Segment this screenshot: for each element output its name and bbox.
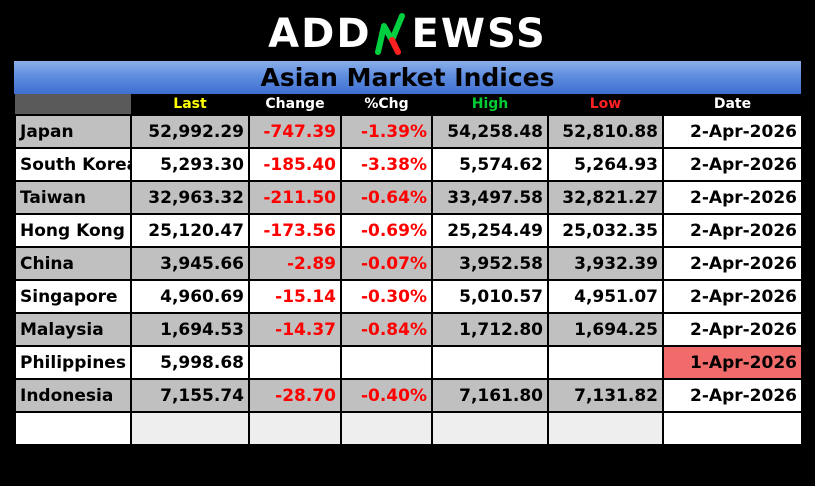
table-row: Singapore 4,960.69 -15.14 -0.30% 5,010.57 4,9… xyxy=(14,279,803,314)
high-value: 3,952.58 xyxy=(431,246,549,281)
logo-part-add: ADD xyxy=(268,11,372,57)
change-value xyxy=(248,411,342,446)
change-value: -15.14 xyxy=(248,279,342,314)
change-value: -28.70 xyxy=(248,378,342,413)
pct-change-value xyxy=(340,411,433,446)
table-row: Hong Kong 25,120.47 -173.56 -0.69% 25,254.49… xyxy=(14,213,803,248)
table-row: Taiwan 32,963.32 -211.50 -0.64% 33,497.58 32,… xyxy=(14,180,803,215)
low-value: 7,131.82 xyxy=(547,378,664,413)
table-row: Philippines 5,998.68 1-Apr-2026 xyxy=(14,345,803,380)
last-value: 52,992.29 xyxy=(130,114,250,149)
market-name: Malaysia xyxy=(14,312,132,347)
table-row: Indonesia 7,155.74 -28.70 -0.40% 7,161.80 7,1… xyxy=(14,378,803,413)
low-value: 3,932.39 xyxy=(547,246,664,281)
pct-change-value: -0.40% xyxy=(340,378,433,413)
high-value: 1,712.80 xyxy=(431,312,549,347)
date-value: 2-Apr-2026 xyxy=(662,213,803,248)
market-name: Philippines xyxy=(14,345,132,380)
indices-table: Last Change %Chg High Low Date Japan 52,992.29… xyxy=(14,94,803,446)
pct-change-value: -0.84% xyxy=(340,312,433,347)
table-row: Malaysia 1,694.53 -14.37 -0.84% 1,712.80 1,69… xyxy=(14,312,803,347)
low-value: 32,821.27 xyxy=(547,180,664,215)
change-value: -2.89 xyxy=(248,246,342,281)
header-pct-change: %Chg xyxy=(341,94,432,115)
high-value: 5,010.57 xyxy=(431,279,549,314)
high-value: 25,254.49 xyxy=(431,213,549,248)
pct-change-value: -0.64% xyxy=(340,180,433,215)
pct-change-value: -0.07% xyxy=(340,246,433,281)
header-date: Date xyxy=(663,94,802,115)
table-row: Japan 52,992.29 -747.39 -1.39% 54,258.48 52,8… xyxy=(14,114,803,149)
header-low: Low xyxy=(548,94,663,115)
market-name xyxy=(14,411,132,446)
high-value: 54,258.48 xyxy=(431,114,549,149)
last-value: 1,694.53 xyxy=(130,312,250,347)
market-name: Taiwan xyxy=(14,180,132,215)
market-name: Hong Kong xyxy=(14,213,132,248)
header-high: High xyxy=(432,94,548,115)
high-value: 5,574.62 xyxy=(431,147,549,182)
change-value: -173.56 xyxy=(248,213,342,248)
table-row: China 3,945.66 -2.89 -0.07% 3,952.58 3,932.39… xyxy=(14,246,803,281)
pct-change-value: -1.39% xyxy=(340,114,433,149)
last-value: 7,155.74 xyxy=(130,378,250,413)
date-value: 2-Apr-2026 xyxy=(662,312,803,347)
market-name: Indonesia xyxy=(14,378,132,413)
last-value: 32,963.32 xyxy=(130,180,250,215)
board-title: Asian Market Indices xyxy=(14,61,801,94)
market-board: Asian Market Indices Last Change %Chg High L… xyxy=(14,61,803,446)
pct-change-value: -3.38% xyxy=(340,147,433,182)
market-name: South Korea xyxy=(14,147,132,182)
addnewss-logo: ADD EWSS xyxy=(0,8,815,60)
logo-part-ewss: EWSS xyxy=(411,11,547,57)
date-value: 2-Apr-2026 xyxy=(662,180,803,215)
low-value: 52,810.88 xyxy=(547,114,664,149)
date-value: 2-Apr-2026 xyxy=(662,378,803,413)
table-row xyxy=(14,411,803,446)
market-name: Japan xyxy=(14,114,132,149)
header-last: Last xyxy=(131,94,249,115)
change-value xyxy=(248,345,342,380)
last-value: 25,120.47 xyxy=(130,213,250,248)
change-value: -211.50 xyxy=(248,180,342,215)
pct-change-value: -0.30% xyxy=(340,279,433,314)
date-value xyxy=(662,411,803,446)
last-value xyxy=(130,411,250,446)
change-value: -14.37 xyxy=(248,312,342,347)
high-value xyxy=(431,411,549,446)
date-value: 2-Apr-2026 xyxy=(662,279,803,314)
pct-change-value xyxy=(340,345,433,380)
date-value: 2-Apr-2026 xyxy=(662,147,803,182)
table-body: Japan 52,992.29 -747.39 -1.39% 54,258.48 52,8… xyxy=(14,114,803,446)
high-value: 33,497.58 xyxy=(431,180,549,215)
table-row: South Korea 5,293.30 -185.40 -3.38% 5,574.62… xyxy=(14,147,803,182)
logo-text: ADD EWSS xyxy=(268,11,547,57)
date-value: 2-Apr-2026 xyxy=(662,246,803,281)
logo-n-chart-icon xyxy=(374,12,410,56)
low-value xyxy=(547,345,664,380)
high-value: 7,161.80 xyxy=(431,378,549,413)
high-value xyxy=(431,345,549,380)
date-value: 1-Apr-2026 xyxy=(662,345,803,380)
header-market xyxy=(15,94,131,115)
last-value: 5,998.68 xyxy=(130,345,250,380)
low-value: 25,032.35 xyxy=(547,213,664,248)
low-value: 5,264.93 xyxy=(547,147,664,182)
market-name: Singapore xyxy=(14,279,132,314)
last-value: 5,293.30 xyxy=(130,147,250,182)
last-value: 3,945.66 xyxy=(130,246,250,281)
low-value: 1,694.25 xyxy=(547,312,664,347)
market-name: China xyxy=(14,246,132,281)
header-change: Change xyxy=(249,94,341,115)
header-row: Last Change %Chg High Low Date xyxy=(15,94,802,115)
pct-change-value: -0.69% xyxy=(340,213,433,248)
low-value: 4,951.07 xyxy=(547,279,664,314)
change-value: -747.39 xyxy=(248,114,342,149)
date-value: 2-Apr-2026 xyxy=(662,114,803,149)
low-value xyxy=(547,411,664,446)
last-value: 4,960.69 xyxy=(130,279,250,314)
change-value: -185.40 xyxy=(248,147,342,182)
